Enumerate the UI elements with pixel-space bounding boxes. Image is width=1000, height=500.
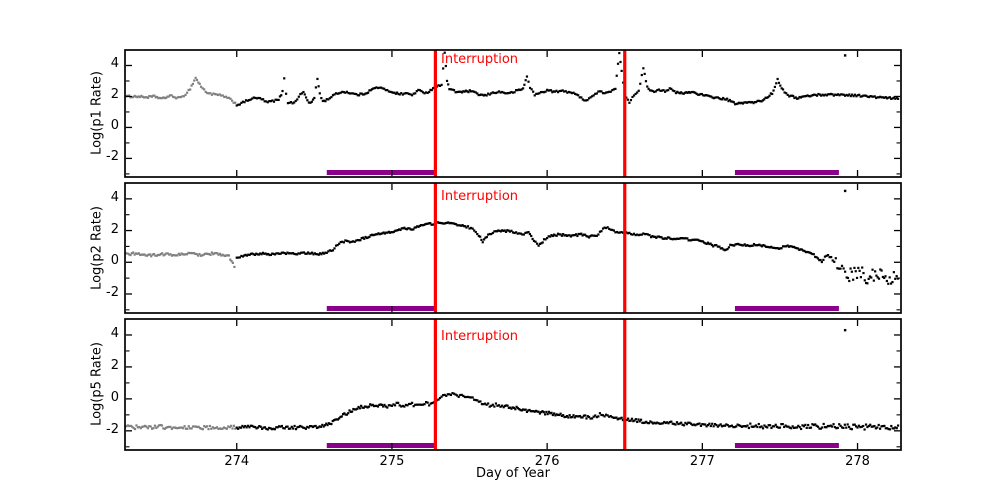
interruption-label-p3: Interruption: [441, 329, 519, 344]
interruption-label-p1: Interruption: [441, 52, 519, 67]
panel-border: [124, 182, 902, 314]
x-tick-label: 276: [534, 454, 560, 469]
panel-data-p1: [125, 50, 900, 177]
coverage-bar: [734, 306, 839, 311]
panel-border: [124, 49, 902, 178]
x-axis-label: Day of Year: [476, 466, 550, 481]
y-tick-label: 4: [110, 189, 119, 205]
outlier-point: [843, 328, 847, 332]
y-tick-label: 2: [110, 87, 119, 103]
panel-data-p2: [125, 183, 900, 313]
y-tick-label: 2: [110, 357, 119, 373]
x-tick-label: 278: [845, 454, 870, 469]
y-tick-label: -2: [106, 421, 119, 437]
y-tick-label: -2: [106, 284, 119, 300]
y-axis-label-p3: Log(p5 Rate): [89, 342, 105, 426]
panel-data-p5: [125, 319, 900, 450]
x-tick-label: 275: [379, 454, 405, 469]
y-tick-label: 4: [110, 56, 119, 72]
y-tick-label: 0: [110, 118, 119, 134]
coverage-bar: [734, 443, 839, 448]
coverage-bar: [326, 443, 437, 448]
coverage-bar: [326, 306, 437, 311]
y-tick-label: 2: [110, 221, 119, 237]
x-tick-label: 274: [224, 454, 250, 469]
coverage-bar: [734, 170, 839, 175]
y-tick-label: 0: [110, 253, 119, 269]
y-tick-label: -2: [106, 149, 119, 165]
x-tick-label: 277: [689, 454, 715, 469]
y-tick-label: 4: [110, 325, 119, 341]
coverage-bar: [326, 170, 437, 175]
interruption-label-p2: Interruption: [441, 189, 519, 204]
outlier-point: [843, 54, 847, 57]
y-axis-label-p1: Log(p1 Rate): [89, 71, 105, 155]
y-tick-label: 0: [110, 389, 119, 405]
y-axis-label-p2: Log(p2 Rate): [89, 206, 105, 290]
outlier-point: [843, 189, 847, 193]
panel-border: [124, 318, 902, 451]
